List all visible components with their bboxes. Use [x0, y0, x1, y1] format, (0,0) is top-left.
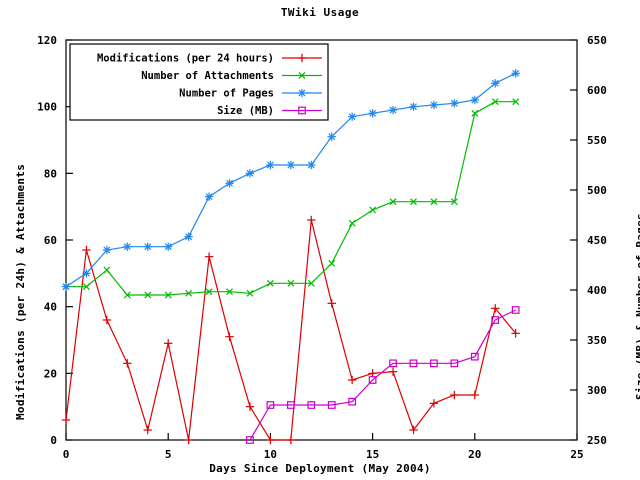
x-axis-label: Days Since Deployment (May 2004): [209, 462, 431, 475]
y-tick-label-right: 550: [587, 134, 607, 147]
x-axis-ticks: 0 5 10 15 20 25: [63, 433, 584, 461]
legend-label-2: Number of Pages: [179, 88, 274, 100]
chart-legend: Modifications (per 24 hours) Number of At…: [69, 43, 329, 121]
legend-marker-1: [282, 72, 322, 79]
y-axis-ticks-left: 0 20 40 60 80 100 120: [37, 34, 73, 447]
x-tick-label: 5: [165, 448, 172, 461]
x-tick-label: 20: [468, 448, 481, 461]
y-tick-label-left: 20: [44, 367, 57, 380]
legend-marker-2: [282, 88, 322, 98]
y-tick-label-left: 100: [37, 101, 57, 114]
y-tick-label-right: 500: [587, 184, 607, 197]
x-tick-label: 10: [264, 448, 277, 461]
legend-label-1: Number of Attachments: [141, 70, 274, 82]
y-tick-label-left: 80: [44, 167, 57, 180]
legend-label-3: Size (MB): [217, 105, 274, 117]
series-1: [62, 98, 520, 299]
chart-title: TWiki Usage: [280, 6, 360, 19]
series-layer: [61, 69, 520, 445]
series-0: [61, 215, 520, 445]
series-2: [61, 69, 520, 291]
y-tick-label-right: 400: [587, 284, 607, 297]
legend-marker-3: [282, 106, 322, 115]
y-tick-label-right: 450: [587, 234, 607, 247]
legend-label-0: Modifications (per 24 hours): [97, 53, 274, 65]
y-tick-label-right: 350: [587, 334, 607, 347]
series-3: [246, 306, 520, 444]
y-tick-label-right: 600: [587, 84, 607, 97]
plot-frame: [65, 39, 578, 441]
y-tick-label-left: 60: [44, 234, 57, 247]
x-tick-label: 25: [570, 448, 583, 461]
x-tick-label: 0: [63, 448, 70, 461]
x-tick-label: 15: [366, 448, 379, 461]
legend-marker-0: [282, 53, 322, 63]
y-tick-label-left: 40: [44, 301, 57, 314]
y-tick-label-left: 120: [37, 34, 57, 47]
y-tick-label-left: 0: [50, 434, 57, 447]
y-tick-label-right: 650: [587, 34, 607, 47]
y-axis-ticks-right: 250 300 350 400 450 500 550 600 650: [570, 34, 607, 447]
y-tick-label-right: 250: [587, 434, 607, 447]
y-tick-label-right: 300: [587, 384, 607, 397]
